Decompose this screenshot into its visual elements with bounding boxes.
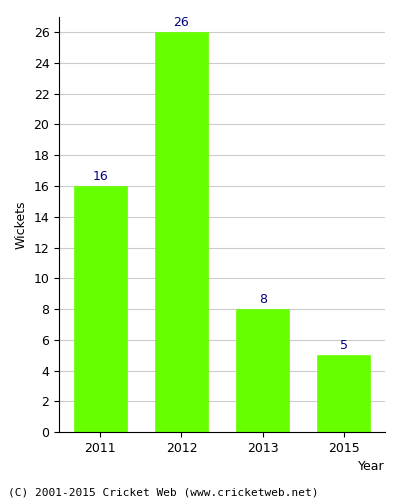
- Text: 16: 16: [92, 170, 108, 183]
- Bar: [318, 356, 370, 432]
- Bar: [236, 309, 289, 432]
- Text: 5: 5: [340, 339, 348, 352]
- Text: (C) 2001-2015 Cricket Web (www.cricketweb.net): (C) 2001-2015 Cricket Web (www.cricketwe…: [8, 488, 318, 498]
- Text: 26: 26: [174, 16, 189, 29]
- Y-axis label: Wickets: Wickets: [15, 200, 28, 248]
- Text: Year: Year: [358, 460, 385, 473]
- Text: 8: 8: [259, 293, 267, 306]
- Bar: [155, 32, 208, 432]
- Bar: [74, 186, 127, 432]
